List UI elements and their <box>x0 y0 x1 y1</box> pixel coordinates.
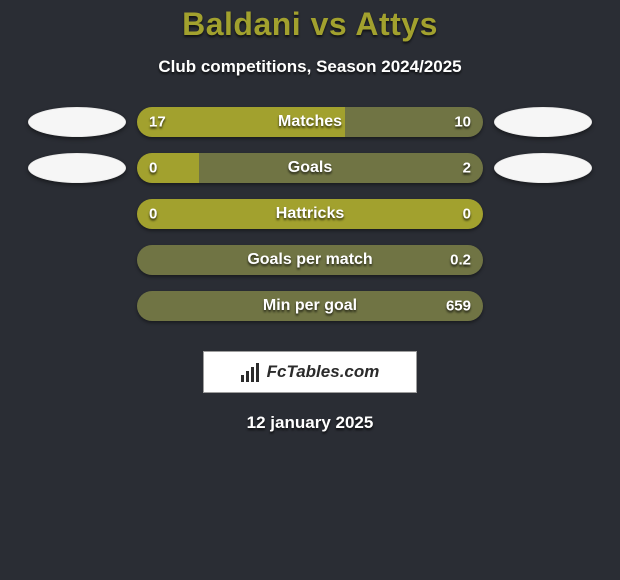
subtitle: Club competitions, Season 2024/2025 <box>158 57 461 77</box>
stat-bar: Matches 17 10 <box>137 107 483 137</box>
stat-label: Goals per match <box>247 251 372 269</box>
date-text: 12 january 2025 <box>247 413 374 433</box>
stat-row: Hattricks 0 0 <box>0 199 620 229</box>
watermark-text: FcTables.com <box>267 362 380 382</box>
player-badge-left <box>28 153 126 183</box>
stat-value-right: 0 <box>463 206 471 223</box>
stat-label: Hattricks <box>276 205 344 223</box>
stat-value-right: 659 <box>446 298 471 315</box>
stat-bar-wrap: Matches 17 10 <box>137 107 483 137</box>
player-badge-left <box>28 107 126 137</box>
left-badge-slot <box>17 153 137 183</box>
stat-value-left: 0 <box>149 160 157 177</box>
stat-bar-wrap: Min per goal 659 <box>137 291 483 321</box>
player-badge-right <box>494 107 592 137</box>
stat-bar: Hattricks 0 0 <box>137 199 483 229</box>
page-title: Baldani vs Attys <box>182 6 438 43</box>
stat-value-right: 10 <box>454 114 471 131</box>
stat-label: Matches <box>278 113 342 131</box>
bar-fill-left <box>137 153 199 183</box>
stat-row: Min per goal 659 <box>0 291 620 321</box>
bars-icon <box>241 362 263 382</box>
comparison-infographic: Baldani vs Attys Club competitions, Seas… <box>0 0 620 580</box>
stat-row: Goals 0 2 <box>0 153 620 183</box>
left-badge-slot <box>17 107 137 137</box>
stat-row: Matches 17 10 <box>0 107 620 137</box>
stat-rows: Matches 17 10 Goals 0 2 Hattricks 0 0 Goals per m… <box>0 107 620 337</box>
stat-value-left: 0 <box>149 206 157 223</box>
watermark: FcTables.com <box>203 351 417 393</box>
stat-label: Min per goal <box>263 297 357 315</box>
stat-bar: Min per goal 659 <box>137 291 483 321</box>
stat-value-right: 2 <box>463 160 471 177</box>
stat-value-right: 0.2 <box>450 252 471 269</box>
stat-bar-wrap: Hattricks 0 0 <box>137 199 483 229</box>
stat-row: Goals per match 0.2 <box>0 245 620 275</box>
stat-label: Goals <box>288 159 332 177</box>
bar-fill-right <box>199 153 483 183</box>
player-badge-right <box>494 153 592 183</box>
stat-bar: Goals 0 2 <box>137 153 483 183</box>
right-badge-slot <box>483 107 603 137</box>
right-badge-slot <box>483 153 603 183</box>
stat-bar: Goals per match 0.2 <box>137 245 483 275</box>
stat-value-left: 17 <box>149 114 166 131</box>
stat-bar-wrap: Goals per match 0.2 <box>137 245 483 275</box>
stat-bar-wrap: Goals 0 2 <box>137 153 483 183</box>
